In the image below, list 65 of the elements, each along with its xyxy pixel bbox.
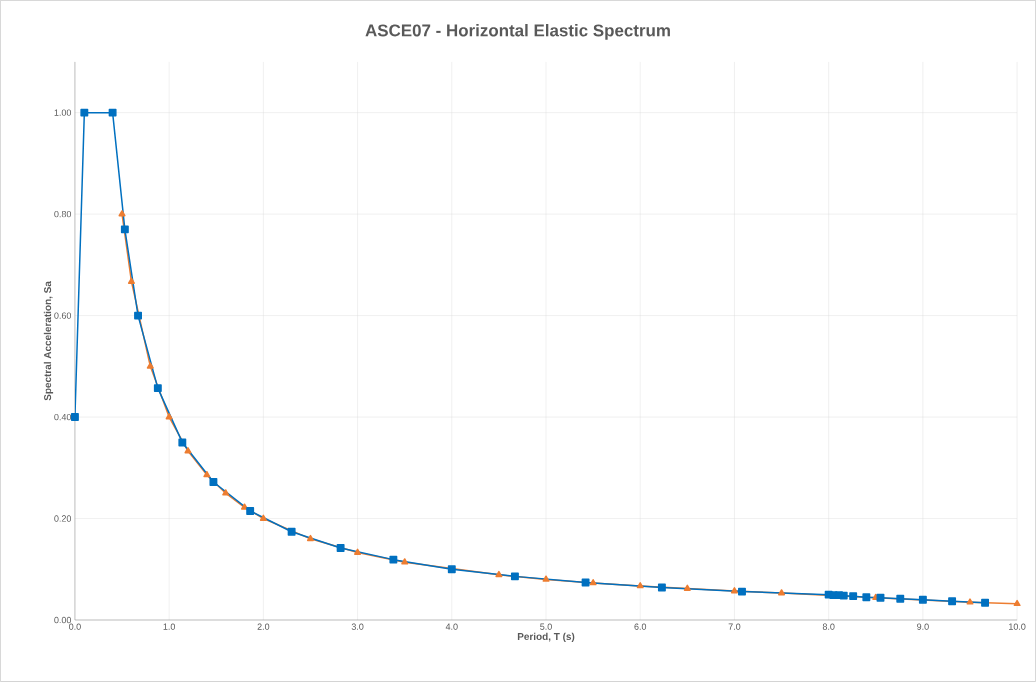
y-tick-label: 1.00 (54, 109, 72, 116)
point (336, 544, 345, 552)
point (153, 384, 162, 393)
point (778, 589, 786, 596)
y-axis-title: Spectral Acceleration, Sa (43, 281, 54, 401)
point (730, 587, 738, 594)
point (222, 489, 230, 496)
point (259, 514, 267, 521)
point (918, 595, 927, 604)
point (203, 470, 211, 478)
x-axis-title: Period, T (s) (517, 632, 575, 643)
chart-title: ASCE07 - Horizontal Elastic Spectrum (365, 24, 670, 40)
x-tick-label: 0.0 (69, 623, 81, 630)
point (981, 598, 990, 607)
point (849, 592, 858, 601)
point (184, 447, 192, 454)
y-tick-label: 0.20 (54, 515, 72, 522)
x-tick-label: 3.0 (351, 623, 364, 630)
x-tick-label: 9.0 (917, 623, 929, 630)
x-tick-label: 8.0 (822, 623, 835, 630)
point (178, 438, 187, 447)
point (657, 583, 666, 592)
point (948, 597, 957, 606)
point (683, 584, 691, 591)
point (589, 579, 597, 586)
point (447, 565, 456, 574)
point (118, 210, 126, 217)
point (246, 507, 255, 515)
point (389, 555, 398, 564)
point (495, 570, 503, 578)
x-tick-label: 5.0 (540, 623, 552, 630)
point (966, 598, 974, 605)
x-tick-label: 2.0 (257, 623, 270, 630)
point (542, 575, 550, 582)
x-tick-label: 10.0 (1009, 623, 1026, 630)
point (401, 558, 409, 565)
point (146, 362, 154, 369)
point (165, 413, 173, 420)
point (636, 582, 644, 589)
point (134, 311, 142, 320)
point (839, 591, 848, 600)
point (738, 587, 746, 596)
point (287, 527, 296, 536)
x-tick-label: 6.0 (634, 623, 647, 630)
point (120, 225, 129, 234)
x-tick-label: 4.0 (445, 623, 458, 630)
point (70, 413, 79, 422)
x-tick-label: 1.0 (163, 623, 176, 630)
point (896, 594, 905, 603)
y-tick-label: 0.80 (54, 210, 72, 218)
point (876, 593, 885, 602)
point (127, 277, 135, 284)
point (510, 572, 519, 581)
y-tick-label: 0.00 (54, 616, 72, 624)
point (80, 108, 89, 117)
y-tick-label: 0.40 (54, 413, 72, 421)
point (581, 578, 590, 587)
y-tick-label: 0.60 (54, 312, 72, 319)
x-tick-label: 7.0 (728, 623, 741, 630)
point (862, 593, 871, 602)
point (1013, 599, 1021, 607)
point (209, 478, 218, 486)
point (354, 548, 362, 555)
point (108, 108, 117, 117)
point (306, 534, 314, 542)
